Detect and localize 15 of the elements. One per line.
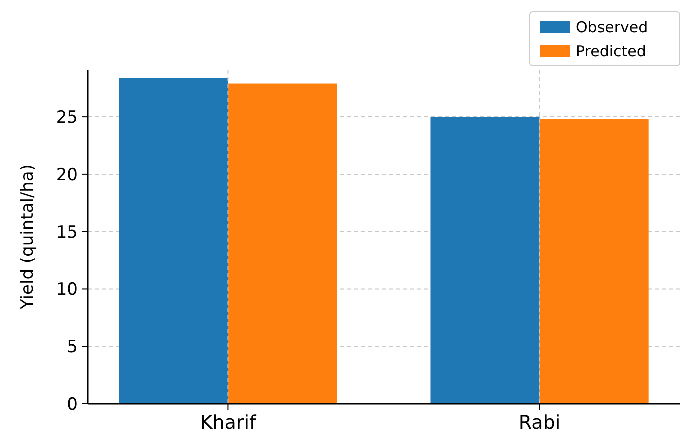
x-tick-label: Kharif: [200, 412, 258, 434]
x-tick-label: Rabi: [518, 412, 561, 434]
legend-label: Predicted: [576, 42, 646, 60]
y-tick-label: 10: [56, 280, 78, 300]
y-tick-label: 0: [67, 394, 78, 415]
y-axis-title: Yield (quintal/ha): [18, 164, 38, 310]
bar: [119, 78, 228, 404]
y-tick-label: 20: [56, 165, 78, 186]
y-tick-label: 5: [67, 338, 78, 358]
legend-label: Observed: [576, 18, 648, 36]
bar: [430, 117, 540, 404]
bar: [228, 84, 338, 404]
bar: [540, 119, 649, 404]
y-tick-label: 15: [56, 222, 78, 243]
y-tick-label: 25: [56, 108, 78, 128]
